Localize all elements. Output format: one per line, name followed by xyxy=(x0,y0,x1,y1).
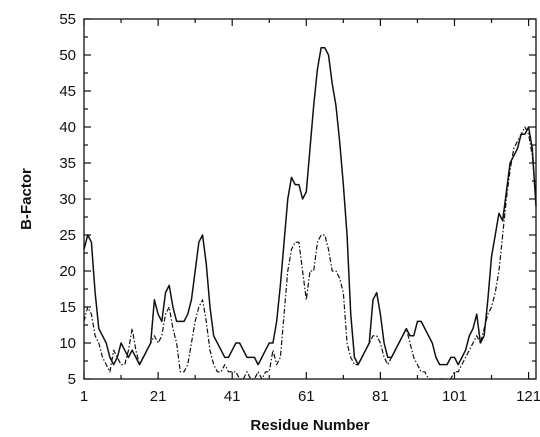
x-axis-ticks: 1 21 41 61 81 101 121 xyxy=(80,19,540,405)
y-tick-label: 10 xyxy=(59,335,76,352)
x-tick-label: 41 xyxy=(224,388,241,405)
series-layer xyxy=(83,47,537,380)
y-axis-ticks: 5 10 15 20 25 30 35 40 45 50 55 xyxy=(59,11,536,388)
x-tick-label: 21 xyxy=(150,388,167,405)
series-line-dash-dot xyxy=(83,126,537,380)
series-line-solid xyxy=(83,47,537,366)
y-tick-label: 50 xyxy=(59,47,76,64)
x-axis-title: Residue Number xyxy=(250,417,369,434)
y-tick-label: 40 xyxy=(59,119,76,136)
y-tick-label: 35 xyxy=(59,155,76,172)
y-tick-label: 15 xyxy=(59,299,76,316)
y-axis-title: B-Factor xyxy=(18,168,35,230)
x-tick-label: 1 xyxy=(80,388,88,405)
y-tick-label: 45 xyxy=(59,83,76,100)
plot-frame xyxy=(83,18,537,380)
x-tick-label: 61 xyxy=(298,388,315,405)
x-tick-label: 81 xyxy=(372,388,389,405)
x-tick-label: 121 xyxy=(516,388,540,405)
y-tick-label: 30 xyxy=(59,191,76,208)
y-tick-label: 55 xyxy=(59,11,76,28)
y-tick-label: 20 xyxy=(59,263,76,280)
x-tick-label: 101 xyxy=(442,388,467,405)
y-tick-label: 5 xyxy=(68,371,76,388)
y-tick-label: 25 xyxy=(59,227,76,244)
